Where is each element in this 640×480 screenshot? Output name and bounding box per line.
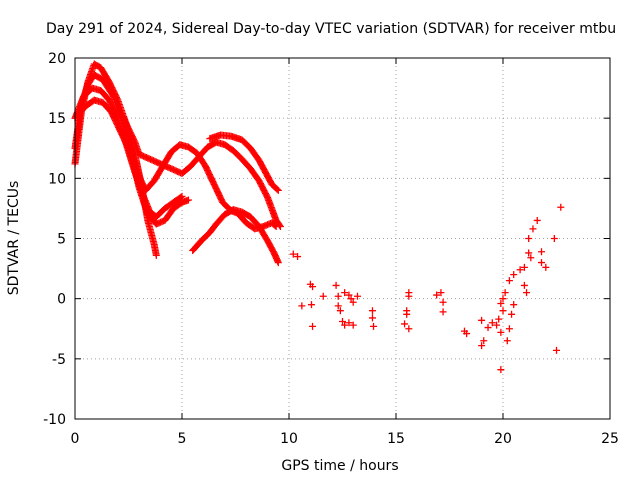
data-point xyxy=(405,325,413,333)
y-tick-label: 10 xyxy=(48,171,66,187)
data-point xyxy=(499,307,507,315)
data-point xyxy=(495,315,503,323)
data-point xyxy=(405,292,413,300)
data-point xyxy=(339,318,346,326)
data-point xyxy=(336,307,344,315)
data-point xyxy=(499,295,507,303)
y-tick-label: 20 xyxy=(48,51,66,67)
data-point xyxy=(510,271,518,279)
data-point xyxy=(334,292,342,300)
data-point xyxy=(478,316,486,324)
grid xyxy=(75,58,610,419)
data-point xyxy=(273,185,281,193)
x-tick-label: 20 xyxy=(494,431,512,447)
data-point xyxy=(349,321,357,329)
data-point xyxy=(493,321,501,329)
data-point xyxy=(463,330,471,338)
data-point xyxy=(298,302,306,310)
x-tick-label: 15 xyxy=(387,431,405,447)
data-point xyxy=(538,248,546,256)
x-tick-label: 5 xyxy=(178,431,187,447)
data-point xyxy=(178,192,186,200)
x-tick-label: 0 xyxy=(71,431,80,447)
data-point xyxy=(274,186,282,194)
data-point xyxy=(480,337,488,345)
x-axis-label: GPS time / hours xyxy=(281,458,398,474)
data-point xyxy=(309,283,317,291)
data-point xyxy=(177,193,185,201)
data-point xyxy=(488,319,496,327)
data-point xyxy=(520,263,528,271)
data-point xyxy=(497,299,505,307)
data-point xyxy=(334,302,342,310)
data-point xyxy=(184,196,192,204)
y-tick-label: -10 xyxy=(43,412,66,428)
data-point xyxy=(523,289,531,297)
data-point xyxy=(542,263,550,271)
data-point xyxy=(478,342,486,350)
y-tick-label: 5 xyxy=(57,232,66,248)
data-point xyxy=(497,366,505,374)
data-point xyxy=(307,301,315,309)
x-tick-label: 10 xyxy=(280,431,298,447)
data-point xyxy=(289,250,297,258)
data-points xyxy=(71,60,565,374)
data-point xyxy=(368,307,376,315)
y-tick-label: 15 xyxy=(48,111,66,127)
data-point xyxy=(353,292,361,300)
axis-ticks: 0 5 10 15 20 25 -10 -5 0 5 10 15 20 xyxy=(43,51,619,447)
data-point xyxy=(503,337,511,345)
data-point xyxy=(505,325,513,333)
data-point xyxy=(433,291,441,299)
data-point xyxy=(439,298,447,306)
data-point xyxy=(341,321,349,329)
y-axis-label: SDTVAR / TECUs xyxy=(6,181,22,296)
data-point xyxy=(368,314,376,322)
data-point xyxy=(439,308,447,316)
chart-title: Day 291 of 2024, Sidereal Day-to-day VTE… xyxy=(46,21,616,37)
data-point xyxy=(276,222,284,230)
y-tick-label: -5 xyxy=(52,352,66,368)
data-point xyxy=(332,281,340,289)
data-point xyxy=(319,292,327,300)
data-point xyxy=(516,266,524,274)
data-point xyxy=(527,254,535,262)
data-point xyxy=(533,216,541,224)
data-point xyxy=(403,310,411,318)
data-point xyxy=(274,259,282,267)
plot-frame xyxy=(74,57,611,420)
data-point xyxy=(520,281,528,289)
y-tick-label: 0 xyxy=(57,292,66,308)
data-point xyxy=(370,322,378,330)
data-point xyxy=(497,328,505,336)
data-point xyxy=(276,221,284,229)
data-point xyxy=(550,235,558,242)
data-point xyxy=(557,203,565,211)
data-point xyxy=(525,235,533,242)
data-point xyxy=(294,253,302,261)
data-point xyxy=(501,289,509,297)
data-point xyxy=(309,322,317,330)
data-point xyxy=(152,251,160,259)
data-point xyxy=(347,295,355,303)
data-point xyxy=(349,298,357,306)
data-point xyxy=(553,346,560,354)
data-point xyxy=(508,310,516,318)
x-tick-label: 25 xyxy=(601,431,619,447)
data-point xyxy=(538,259,546,267)
data-point xyxy=(510,301,518,309)
data-point xyxy=(345,291,353,299)
data-point xyxy=(484,324,492,332)
data-point xyxy=(525,249,533,257)
data-point xyxy=(341,289,349,297)
data-point xyxy=(505,277,513,285)
data-point xyxy=(401,320,409,328)
data-point xyxy=(437,289,445,297)
data-point xyxy=(529,225,537,233)
data-point xyxy=(345,319,353,327)
